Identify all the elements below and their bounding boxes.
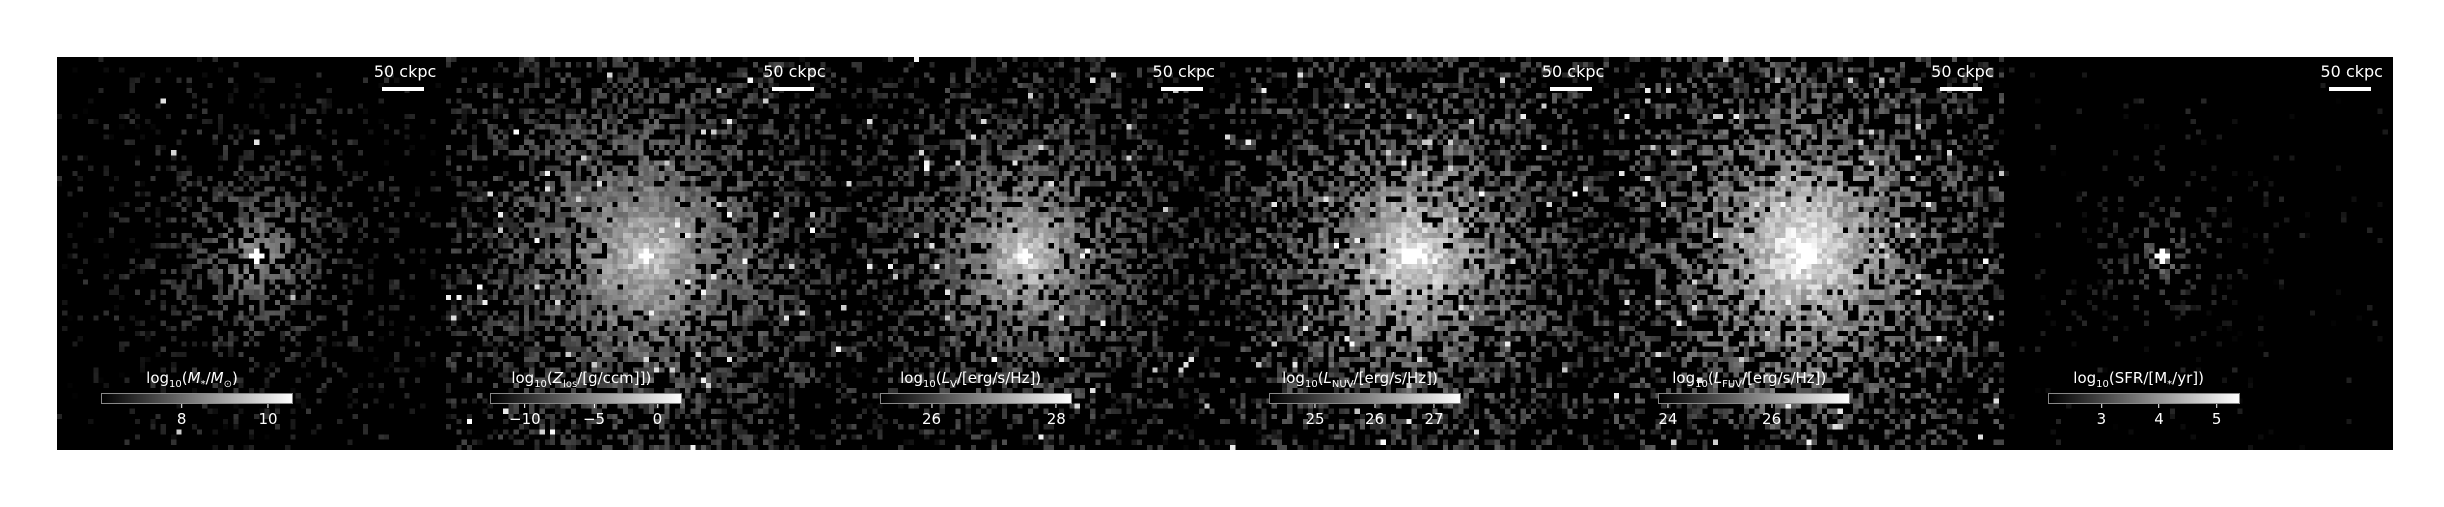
panel-stellar-mass: 50 ckpc log10(M*/M⊙) 8 10 [57, 57, 447, 450]
colorbar-tick-label: 26 [1365, 404, 1384, 428]
colorbar-tick-label: 28 [1047, 404, 1066, 428]
colorbar-tick-label: 25 [1306, 404, 1325, 428]
colorbar-label: log10(M*/M⊙) [146, 369, 238, 390]
scale-bar [1939, 87, 1982, 91]
galaxy-map-strip: 50 ckpc log10(M*/M⊙) 8 10 50 ckpc log10(Z… [57, 57, 2393, 450]
colorbar-ticks: 3 4 5 [2048, 404, 2240, 434]
colorbar-tick-label: 26 [922, 404, 941, 428]
colorbar-tick-label: 4 [2154, 404, 2164, 428]
panel-metallicity: 50 ckpc log10(Zlos/[g/ccm]]) −10 −5 0 [446, 57, 836, 450]
colorbar [2047, 393, 2240, 404]
colorbar-ticks: 8 10 [101, 404, 293, 434]
nuv-map-image [1224, 57, 1615, 450]
colorbar-ticks: 26 28 [880, 404, 1072, 434]
colorbar-label: log10(LNUV/[erg/s/Hz]) [1282, 369, 1438, 390]
scale-bar-label: 50 ckpc [1931, 62, 1994, 81]
scale-bar-label: 50 ckpc [1541, 62, 1605, 81]
colorbar-tick-label: −10 [509, 404, 541, 428]
colorbar-label: log10(SFR/[M*/yr]) [2073, 369, 2204, 390]
scale-bar-label: 50 ckpc [763, 62, 826, 81]
scale-bar [1550, 87, 1593, 91]
panel-nuv: 50 ckpc log10(LNUV/[erg/s/Hz]) 25 26 27 [1224, 57, 1615, 450]
colorbar [1268, 393, 1461, 404]
colorbar-tick-label: 26 [1762, 404, 1781, 428]
colorbar-tick-label: 0 [653, 404, 663, 428]
panel-sfr: 50 ckpc log10(SFR/[M*/yr]) 3 4 5 [2003, 57, 2393, 450]
colorbar [101, 393, 293, 404]
scale-bar [1160, 87, 1203, 91]
sfr-map-image [2003, 57, 2393, 450]
colorbar-tick-label: −5 [583, 404, 605, 428]
colorbar [490, 393, 683, 404]
scale-bar [2328, 87, 2371, 91]
colorbar [1658, 393, 1851, 404]
colorbar-ticks: 24 26 [1658, 404, 1850, 434]
colorbar [879, 393, 1072, 404]
colorbar-tick-label: 27 [1425, 404, 1444, 428]
panel-v-band: 50 ckpc log10(LV/[erg/s/Hz]) 26 28 [835, 57, 1225, 450]
colorbar-label: log10(LFUV/[erg/s/Hz]) [1672, 369, 1827, 390]
colorbar-tick-label: 5 [2212, 404, 2222, 428]
fuv-map-image [1614, 57, 2004, 450]
metallicity-map-image [446, 57, 836, 450]
scale-bar-label: 50 ckpc [1152, 62, 1215, 81]
scale-bar-label: 50 ckpc [2320, 62, 2383, 81]
colorbar-label: log10(Zlos/[g/ccm]]) [511, 369, 652, 390]
colorbar-ticks: −10 −5 0 [490, 404, 682, 434]
colorbar-tick-label: 24 [1658, 404, 1677, 428]
colorbar-ticks: 25 26 27 [1269, 404, 1461, 434]
scale-bar [382, 87, 425, 91]
scale-bar [771, 87, 814, 91]
stellar-mass-map-image [57, 57, 447, 450]
v-band-map-image [835, 57, 1225, 450]
scale-bar-label: 50 ckpc [373, 62, 437, 81]
panel-fuv: 50 ckpc log10(LFUV/[erg/s/Hz]) 24 26 [1614, 57, 2004, 450]
colorbar-tick-label: 3 [2097, 404, 2107, 428]
colorbar-label: log10(LV/[erg/s/Hz]) [900, 369, 1042, 390]
colorbar-tick-label: 10 [258, 404, 277, 428]
colorbar-tick-label: 8 [177, 404, 187, 428]
